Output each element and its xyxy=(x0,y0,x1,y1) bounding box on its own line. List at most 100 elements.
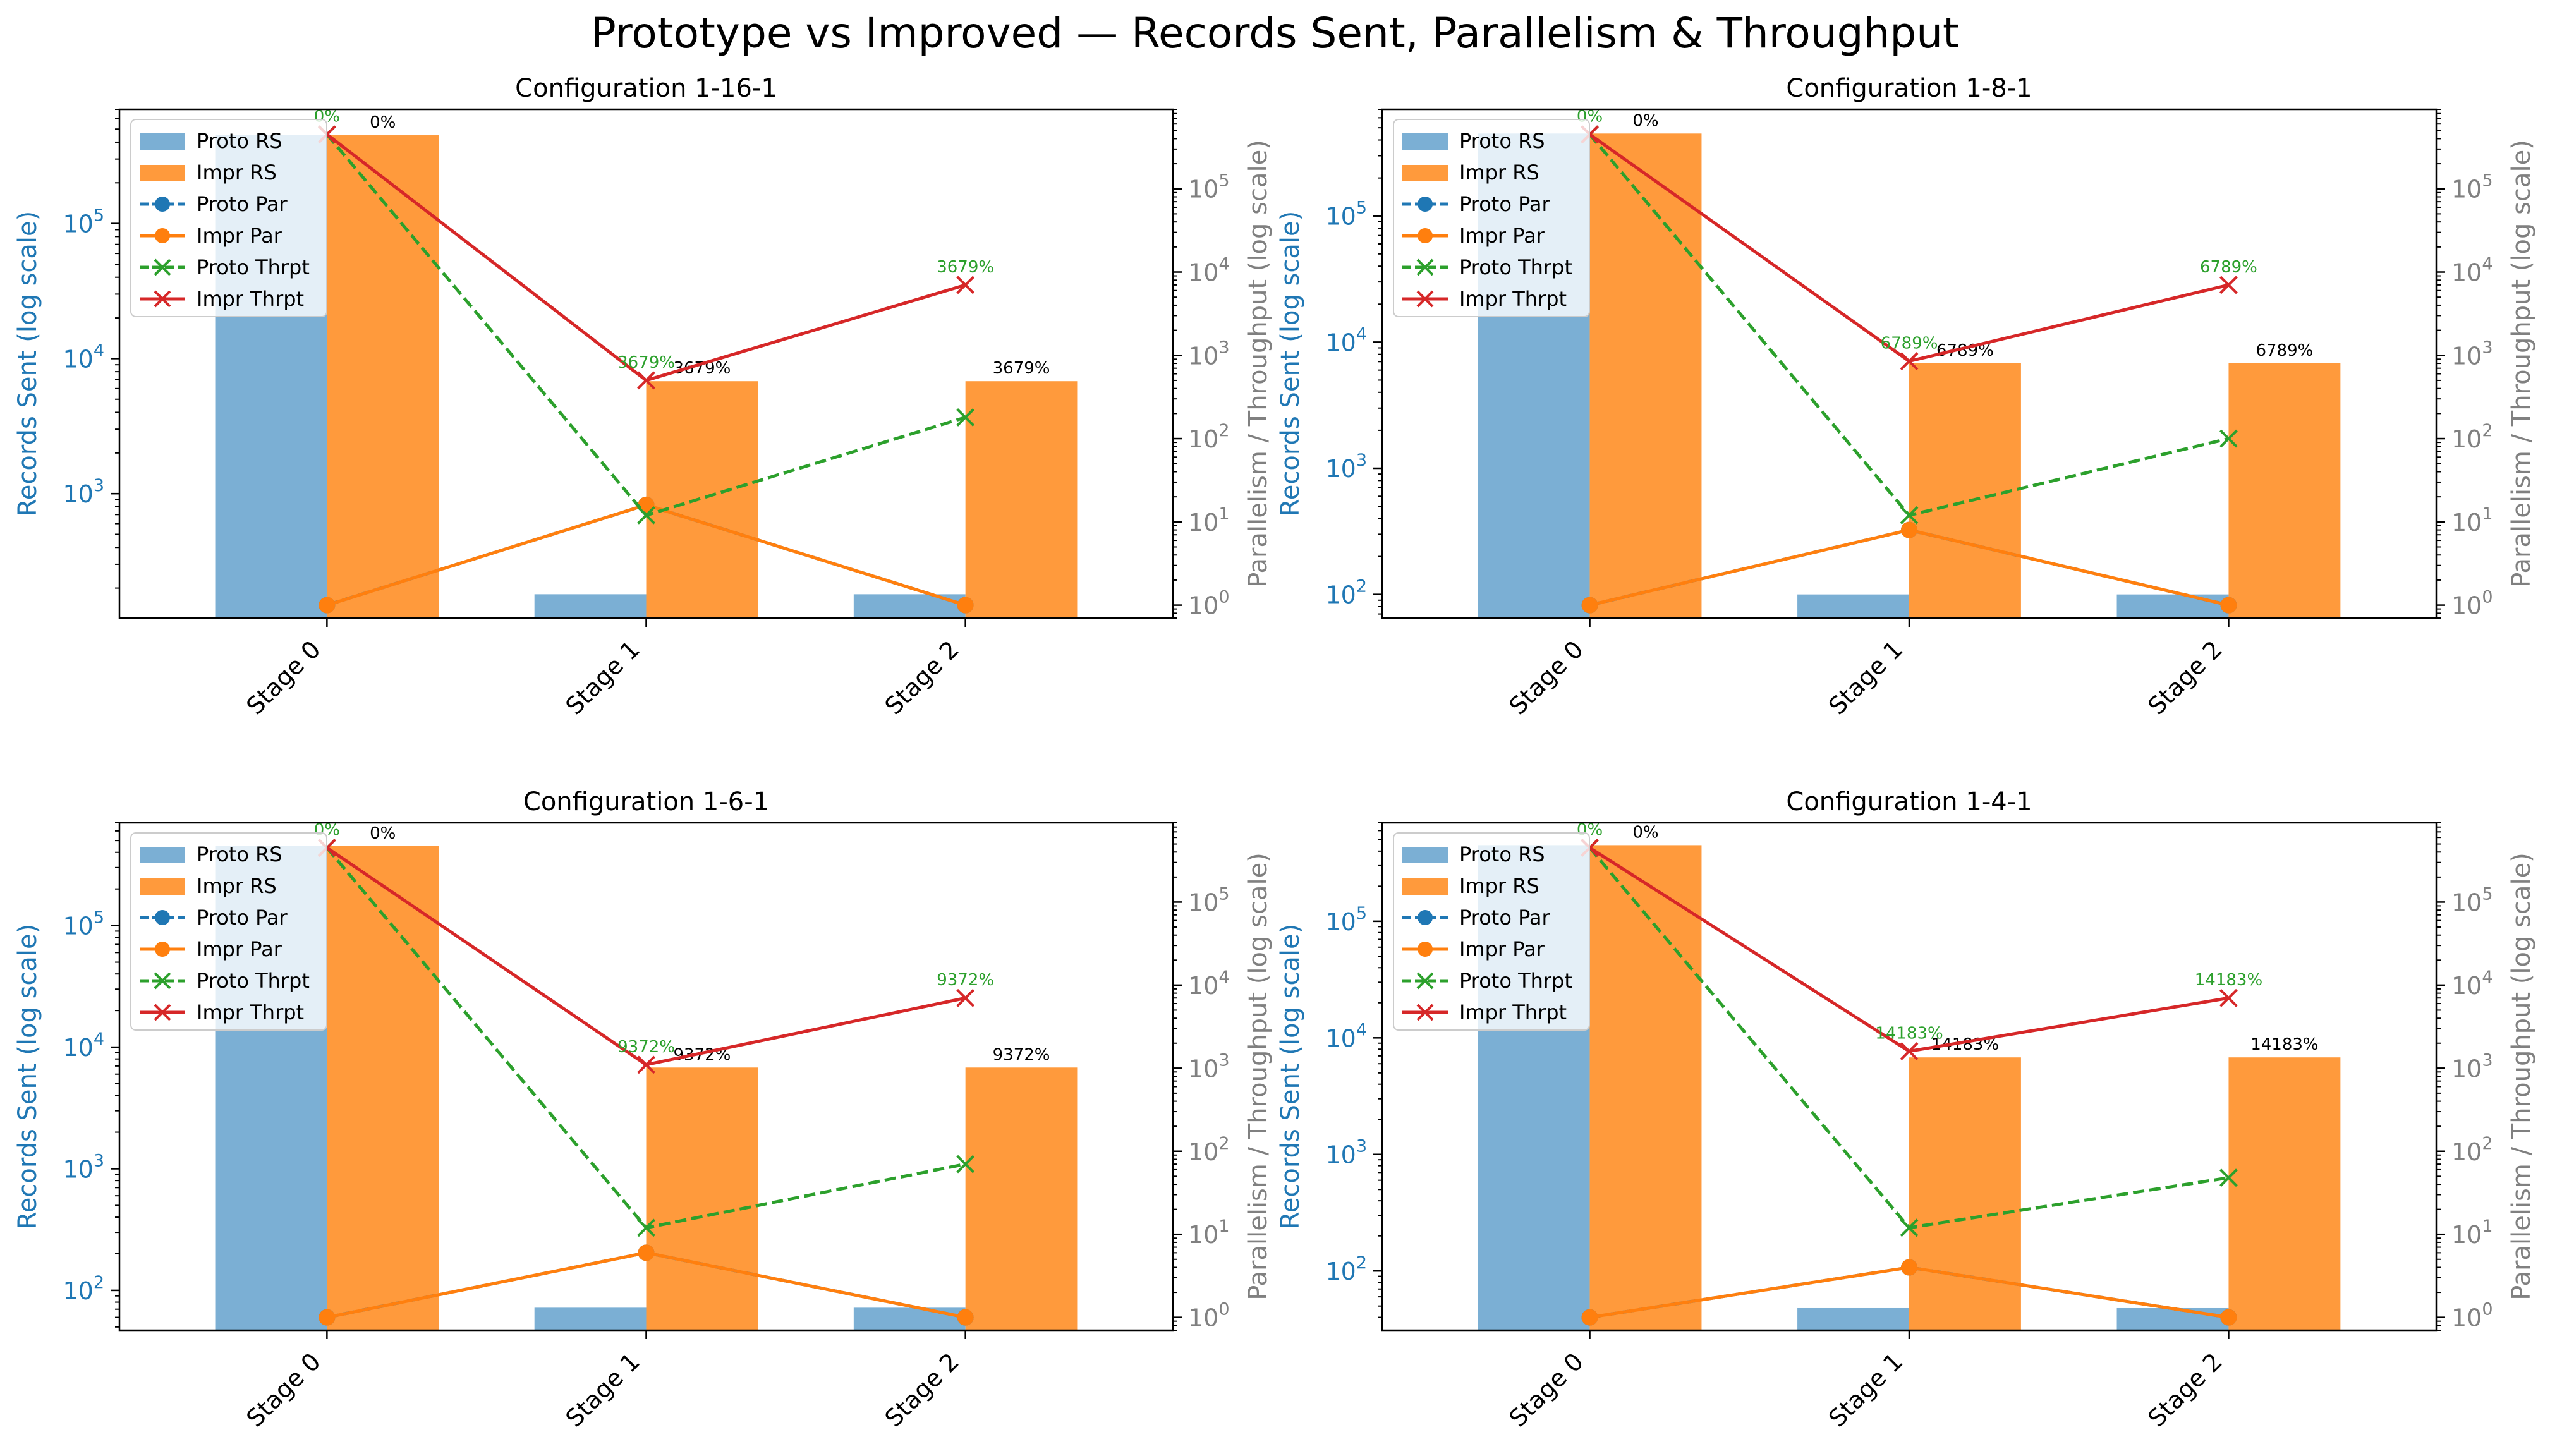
y2-tick-label: 100 xyxy=(1188,588,1230,620)
y2-tick-label: 104 xyxy=(2451,968,2493,1000)
bar-proto-rs xyxy=(534,594,647,618)
legend: Proto RS Impr RS Proto Par Impr Par Proto Th… xyxy=(1393,119,1590,317)
legend-label: Proto Thrpt xyxy=(1459,255,1572,279)
proto-thrpt-point xyxy=(637,1218,655,1237)
y-tick-label: 102 xyxy=(1325,577,1367,609)
bar-proto-rs xyxy=(2116,1307,2229,1330)
y2-tick-label: 102 xyxy=(1188,1134,1230,1166)
legend-label: Proto Par xyxy=(197,192,288,216)
impr-par-point xyxy=(2220,1309,2237,1326)
legend-marker xyxy=(1416,258,1434,276)
y-tick-label: 104 xyxy=(1325,1020,1367,1052)
bar-proto-rs xyxy=(1797,1307,1909,1330)
bar-label: 0% xyxy=(1632,823,1658,842)
y-tick-label: 103 xyxy=(1325,451,1367,483)
bar-impr-rs xyxy=(965,381,1078,618)
y-tick-label: 102 xyxy=(1325,1253,1367,1285)
y-tick-label: 103 xyxy=(63,1151,104,1183)
y-axis-label: Records Sent (log scale) xyxy=(1276,924,1305,1229)
y2-tick-label: 103 xyxy=(1188,1050,1230,1083)
legend-swatch xyxy=(1402,165,1448,181)
impr-par-point xyxy=(1901,1259,1917,1276)
y-tick-label: 105 xyxy=(63,908,104,940)
legend-swatch xyxy=(140,847,185,863)
y2-tick-label: 100 xyxy=(2451,1300,2493,1332)
y2-tick-label: 101 xyxy=(2451,504,2493,537)
thrpt-label: 3679% xyxy=(617,353,675,372)
legend-label: Impr Par xyxy=(1459,937,1545,961)
legend-marker xyxy=(1418,228,1433,243)
bar-impr-rs xyxy=(1589,845,1702,1330)
y2-axis-label: Parallelism / Throughput (log scale) xyxy=(1244,140,1273,588)
chart-panel-2: 0%6789% 6789%0%6789%6789%1021031041051001… xyxy=(1276,74,2536,720)
y2-tick-label: 104 xyxy=(1188,255,1230,287)
legend-label: Impr RS xyxy=(1459,161,1539,185)
bar-impr-rs xyxy=(1909,363,2021,618)
legend-label: Impr Par xyxy=(1459,224,1545,248)
legend-label: Impr Par xyxy=(197,937,282,961)
x-tick-label: Stage 1 xyxy=(560,1347,645,1432)
panel-title: Configuration 1-8-1 xyxy=(1786,74,2032,103)
legend-marker xyxy=(154,290,171,308)
bar-label: 0% xyxy=(370,113,396,132)
legend-marker xyxy=(155,197,170,212)
legend-marker xyxy=(1418,942,1433,957)
legend-swatch xyxy=(140,165,185,181)
bar-proto-rs xyxy=(853,594,966,618)
y2-tick-label: 101 xyxy=(2451,1216,2493,1249)
impr-thrpt-point xyxy=(1900,1042,1919,1060)
legend-label: Impr Thrpt xyxy=(197,287,304,311)
bar-impr-rs xyxy=(646,381,758,618)
bar-impr-rs xyxy=(2228,363,2341,618)
proto-thrpt-point xyxy=(1900,1218,1919,1237)
legend-marker xyxy=(155,228,170,243)
legend-label: Impr RS xyxy=(1459,874,1539,898)
legend-label: Proto Thrpt xyxy=(1459,969,1572,993)
x-tick-label: Stage 2 xyxy=(2142,1347,2227,1432)
legend-label: Proto Thrpt xyxy=(197,969,310,993)
impr-thrpt-point xyxy=(637,371,655,390)
bar-label: 0% xyxy=(1632,111,1658,130)
thrpt-label: 9372% xyxy=(617,1038,675,1057)
y-axis-label: Records Sent (log scale) xyxy=(13,211,42,516)
legend-label: Proto RS xyxy=(1459,842,1545,866)
impr-par-point xyxy=(1581,1309,1598,1326)
y2-axis-label: Parallelism / Throughput (log scale) xyxy=(2507,140,2536,588)
y2-tick-label: 105 xyxy=(1188,884,1230,916)
y2-tick-label: 101 xyxy=(1188,504,1230,537)
legend-marker xyxy=(1418,197,1433,212)
bar-proto-rs xyxy=(1797,594,1909,618)
legend: Proto RS Impr RS Proto Par Impr Par Proto Th… xyxy=(1393,832,1590,1031)
y2-axis-label: Parallelism / Throughput (log scale) xyxy=(1244,852,1273,1301)
bar-impr-rs xyxy=(965,1067,1078,1330)
chart-panel-4: 0%14183% 14183%0%14183%14183%102103104105… xyxy=(1276,787,2536,1433)
chart-panel-3: 0%9372% 9372%0%9372%9372%1021031041051001… xyxy=(13,787,1273,1433)
y2-tick-label: 103 xyxy=(1188,337,1230,370)
bar-label: 3679% xyxy=(993,359,1050,378)
legend-marker xyxy=(1416,1004,1434,1021)
impr-par-point xyxy=(957,1309,974,1326)
bar-impr-rs xyxy=(646,1067,758,1330)
y2-tick-label: 105 xyxy=(2451,884,2493,916)
proto-thrpt-point xyxy=(2219,1168,2238,1187)
panel-title: Configuration 1-16-1 xyxy=(515,74,777,103)
figure-title: Prototype vs Improved — Records Sent, Pa… xyxy=(591,9,1959,58)
impr-thrpt-point xyxy=(637,1055,655,1074)
legend-marker xyxy=(1416,290,1434,308)
impr-thrpt-point xyxy=(956,988,975,1007)
bar-proto-rs xyxy=(534,1307,647,1330)
y2-axis-label: Parallelism / Throughput (log scale) xyxy=(2507,852,2536,1301)
legend-marker xyxy=(1416,972,1434,990)
y2-tick-label: 105 xyxy=(2451,171,2493,203)
bar-label: 9372% xyxy=(993,1045,1050,1064)
x-tick-label: Stage 0 xyxy=(1504,635,1589,720)
legend-swatch xyxy=(1402,133,1448,150)
impr-par-point xyxy=(1581,597,1598,614)
impr-par-point xyxy=(638,496,655,513)
x-tick-label: Stage 1 xyxy=(1823,635,1908,720)
thrpt-label: 6789% xyxy=(2200,258,2257,277)
legend-marker xyxy=(154,972,171,990)
proto-thrpt-point xyxy=(2219,429,2238,448)
x-tick-label: Stage 0 xyxy=(1504,1347,1589,1432)
